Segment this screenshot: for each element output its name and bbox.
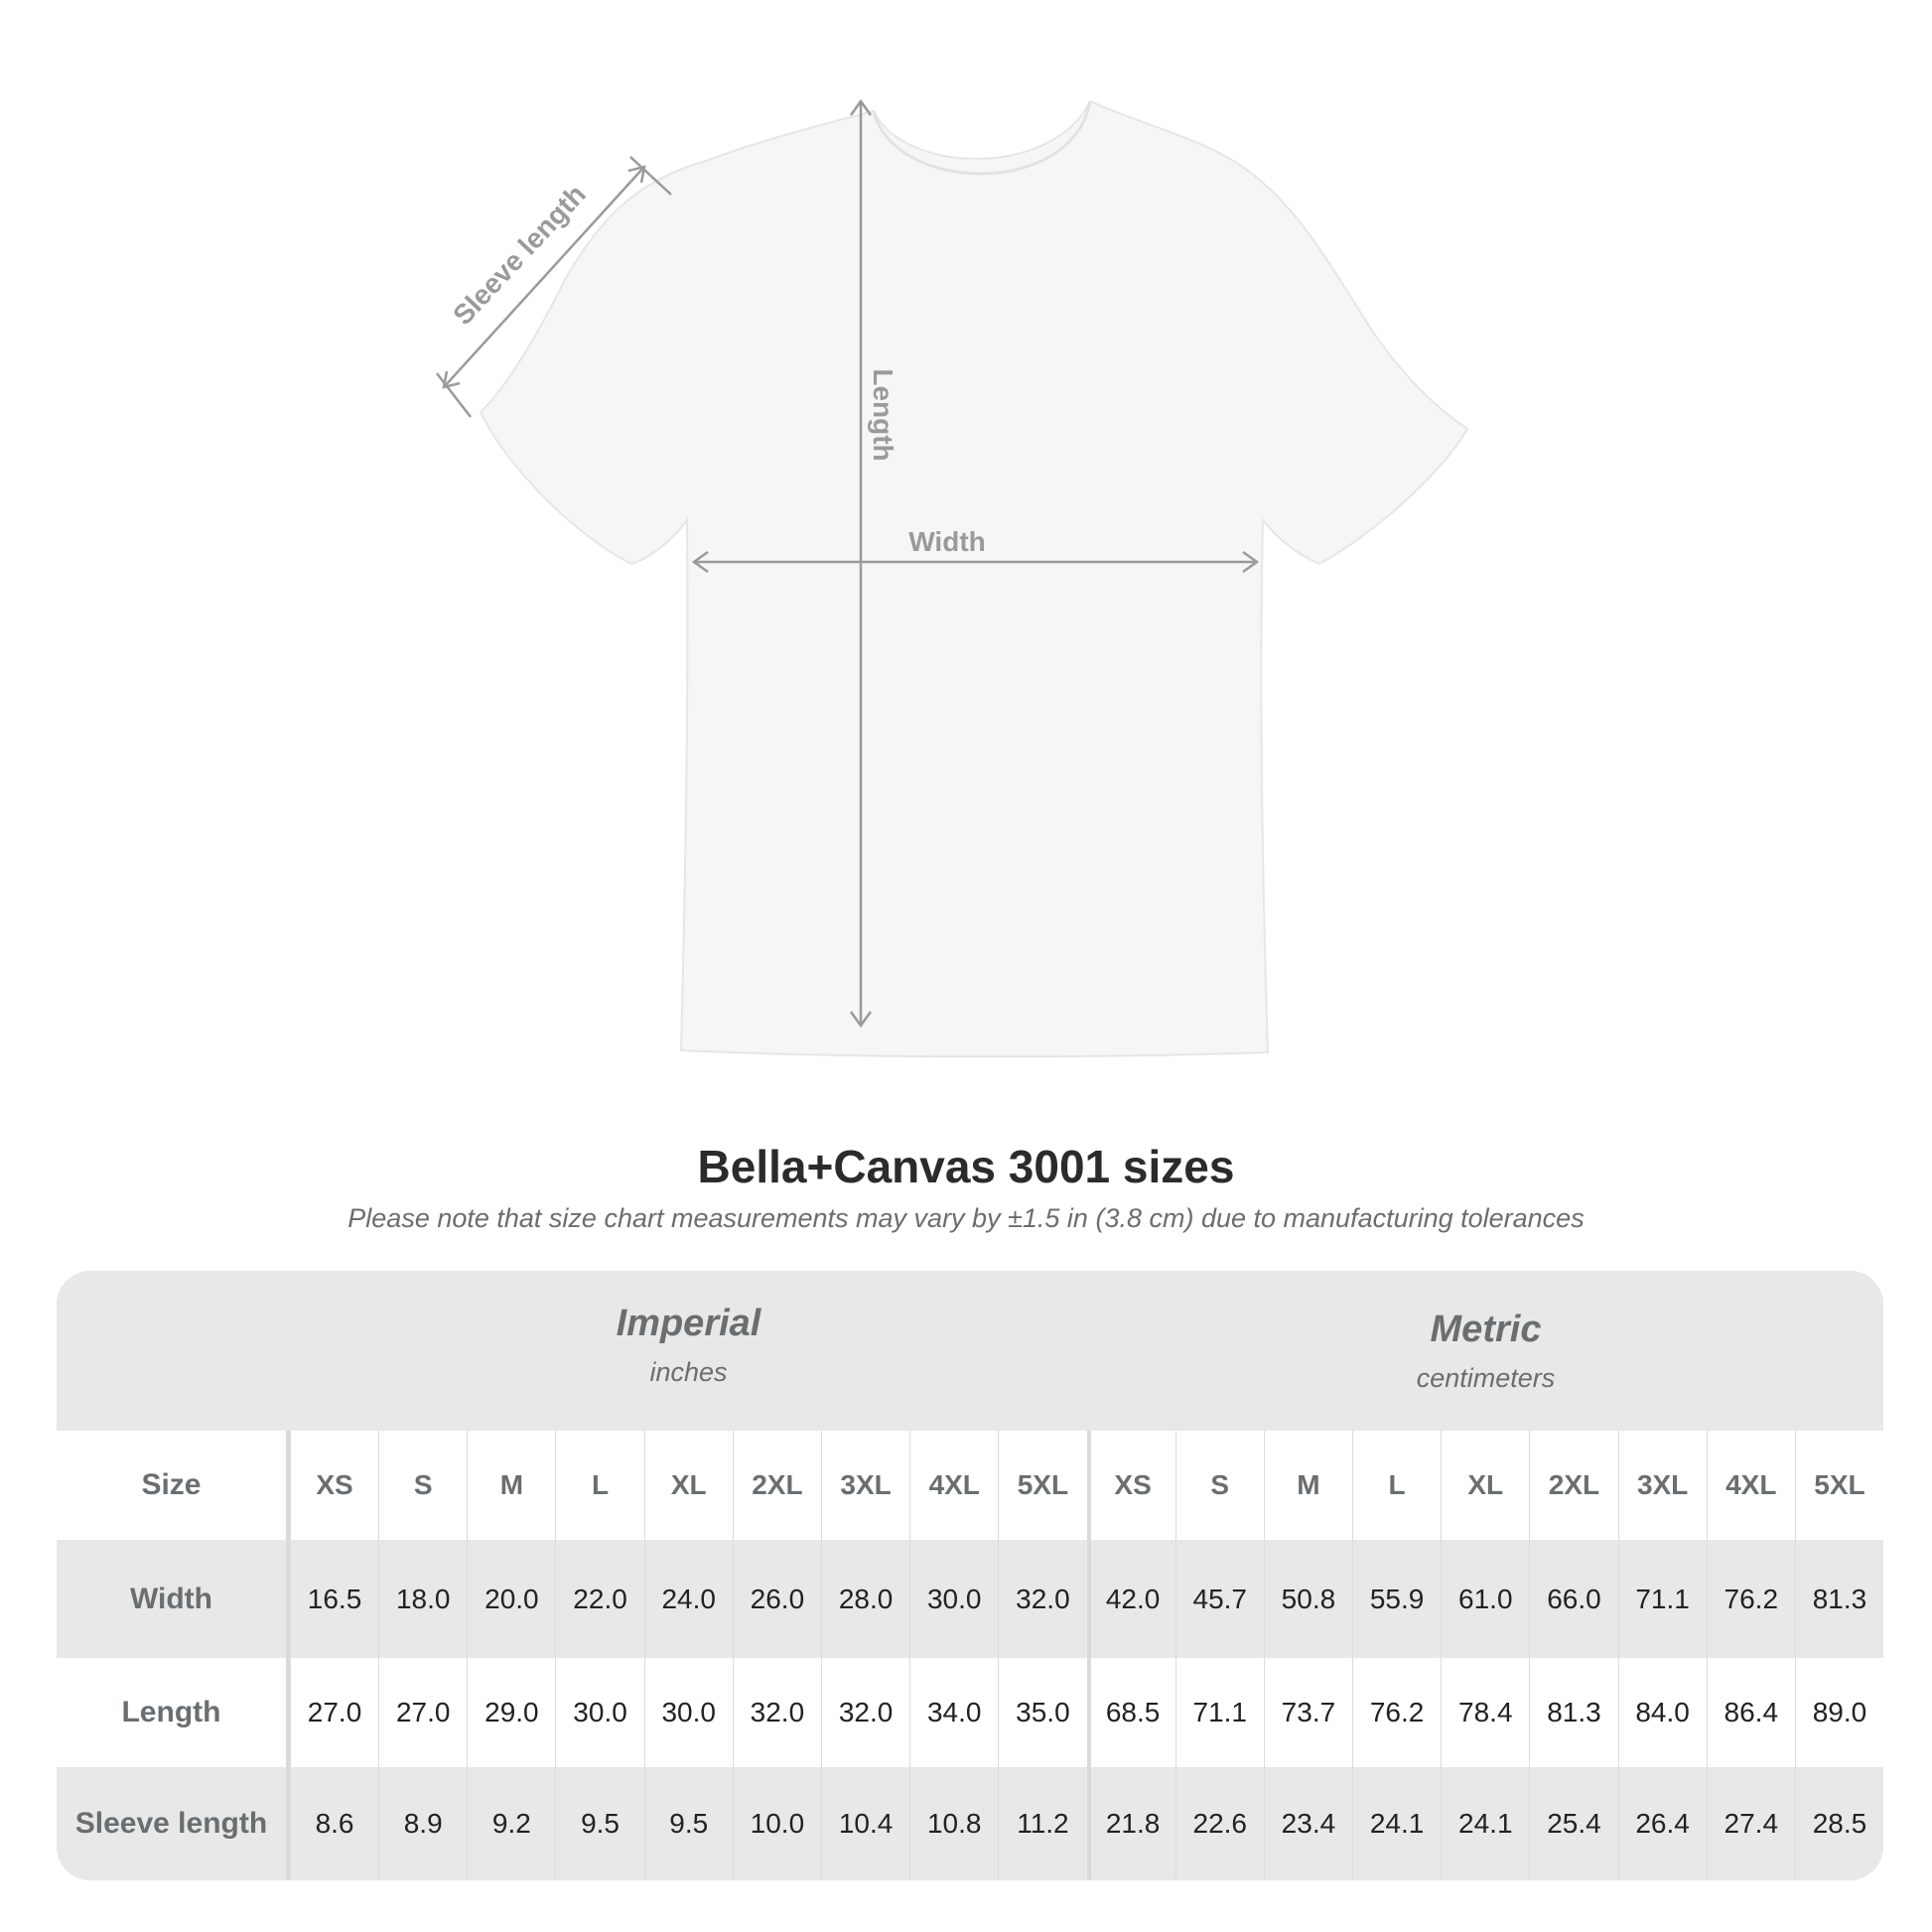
metric-value-cell: 71.1 [1174,1658,1264,1767]
imperial-value-cell: 27.0 [289,1658,378,1767]
metric-value-cell: 68.5 [1086,1658,1175,1767]
metric-size-header: 4XL [1706,1431,1795,1540]
tshirt-image [479,99,1469,1058]
imperial-value-cell: 11.2 [998,1767,1086,1880]
metric-value-cell: 25.4 [1529,1767,1617,1880]
row-label: Width [57,1540,290,1658]
imperial-value-cell: 22.0 [555,1540,643,1658]
imperial-value-cell: 10.8 [909,1767,998,1880]
metric-value-cell: 24.1 [1441,1767,1529,1880]
imperial-value-cell: 8.6 [289,1767,378,1880]
metric-value-cell: 45.7 [1174,1540,1264,1658]
sleeve-arrow [443,166,645,388]
metric-title: Metric [1430,1309,1542,1350]
neckline [872,100,1092,176]
imperial-value-cell: 30.0 [909,1540,998,1658]
metric-value-cell: 61.0 [1441,1540,1529,1658]
table-row: Length 27.0 27.0 29.0 30.0 30.0 32.0 32.0 34.0 35… [57,1658,1883,1767]
metric-size-header: 3XL [1617,1431,1707,1540]
metric-value-cell: 81.3 [1529,1658,1617,1767]
metric-value-cell: 26.4 [1617,1767,1707,1880]
page-title: Bella+Canvas 3001 sizes [697,1141,1235,1192]
size-label: Size [57,1431,290,1540]
imperial-value-cell: 29.0 [467,1658,555,1767]
imperial-value-cell: 27.0 [378,1658,467,1767]
metric-value-cell: 78.4 [1441,1658,1529,1767]
table-row: Sleeve length 8.6 8.9 9.2 9.5 9.5 10.0 10.4 10.8… [57,1767,1883,1880]
imperial-value-cell: 18.0 [378,1540,467,1658]
metric-value-cell: 86.4 [1706,1658,1795,1767]
metric-value-cell: 84.0 [1617,1658,1707,1767]
measurement-arrows [436,98,1260,1029]
metric-size-header: XS [1086,1431,1175,1540]
tolerance-note: Please note that size chart measurements… [347,1203,1585,1233]
size-header-row: Size XS S M L XL 2XL 3XL 4XL 5XL XS S M L XL 2XL 3XL 4XL 5… [57,1431,1883,1540]
imperial-value-cell: 9.5 [643,1767,733,1880]
imperial-value-cell: 35.0 [998,1658,1086,1767]
row-label: Sleeve length [57,1767,290,1880]
imperial-value-cell: 26.0 [732,1540,821,1658]
metric-value-cell: 28.5 [1794,1767,1883,1880]
imperial-value-cell: 20.0 [467,1540,555,1658]
imperial-size-header: 5XL [998,1431,1086,1540]
metric-unit: centimeters [1416,1363,1556,1393]
metric-size-header: S [1174,1431,1264,1540]
imperial-value-cell: 9.5 [555,1767,643,1880]
imperial-size-header: XL [643,1431,733,1540]
imperial-value-cell: 16.5 [289,1540,378,1658]
metric-header: Metric centimeters [1087,1309,1883,1394]
imperial-size-header: M [467,1431,555,1540]
metric-value-cell: 76.2 [1706,1540,1795,1658]
imperial-value-cell: 10.0 [732,1767,821,1880]
imperial-value-cell: 30.0 [555,1658,643,1767]
metric-value-cell: 66.0 [1529,1540,1617,1658]
metric-value-cell: 89.0 [1794,1658,1883,1767]
imperial-value-cell: 28.0 [820,1540,909,1658]
metric-size-header: 5XL [1794,1431,1883,1540]
imperial-size-header: L [555,1431,643,1540]
width-label: Width [908,526,986,557]
imperial-size-header: 3XL [820,1431,909,1540]
metric-size-header: 2XL [1529,1431,1617,1540]
imperial-unit: inches [649,1357,728,1387]
imperial-value-cell: 24.0 [643,1540,733,1658]
imperial-size-header: S [378,1431,467,1540]
metric-value-cell: 27.4 [1706,1767,1795,1880]
imperial-value-cell: 32.0 [820,1658,909,1767]
table-row: Width 16.5 18.0 20.0 22.0 24.0 26.0 28.0 30.0 32.… [57,1540,1883,1658]
metric-value-cell: 42.0 [1086,1540,1175,1658]
imperial-header: Imperial inches [290,1303,1087,1388]
row-label: Length [57,1658,290,1767]
imperial-value-cell: 32.0 [998,1540,1086,1658]
metric-value-cell: 55.9 [1352,1540,1441,1658]
metric-size-header: M [1263,1431,1352,1540]
metric-value-cell: 24.1 [1352,1767,1441,1880]
metric-value-cell: 22.6 [1174,1767,1264,1880]
imperial-size-header: 2XL [732,1431,821,1540]
metric-value-cell: 81.3 [1794,1540,1883,1658]
metric-value-cell: 21.8 [1086,1767,1175,1880]
imperial-value-cell: 10.4 [820,1767,909,1880]
unit-header-band: Imperial inches Metric centimeters [57,1271,1883,1431]
metric-size-header: XL [1441,1431,1529,1540]
metric-value-cell: 23.4 [1263,1767,1352,1880]
imperial-value-cell: 9.2 [467,1767,555,1880]
imperial-size-header: XS [289,1431,378,1540]
imperial-value-cell: 34.0 [909,1658,998,1767]
metric-value-cell: 76.2 [1352,1658,1441,1767]
metric-value-cell: 71.1 [1617,1540,1707,1658]
imperial-value-cell: 30.0 [643,1658,733,1767]
metric-value-cell: 50.8 [1263,1540,1352,1658]
size-table: Imperial inches Metric centimeters Size X… [57,1271,1883,1880]
metric-size-header: L [1352,1431,1441,1540]
imperial-value-cell: 32.0 [732,1658,821,1767]
length-label: Length [868,368,898,461]
imperial-title: Imperial [616,1303,761,1344]
metric-value-cell: 73.7 [1263,1658,1352,1767]
imperial-value-cell: 8.9 [378,1767,467,1880]
imperial-size-header: 4XL [909,1431,998,1540]
